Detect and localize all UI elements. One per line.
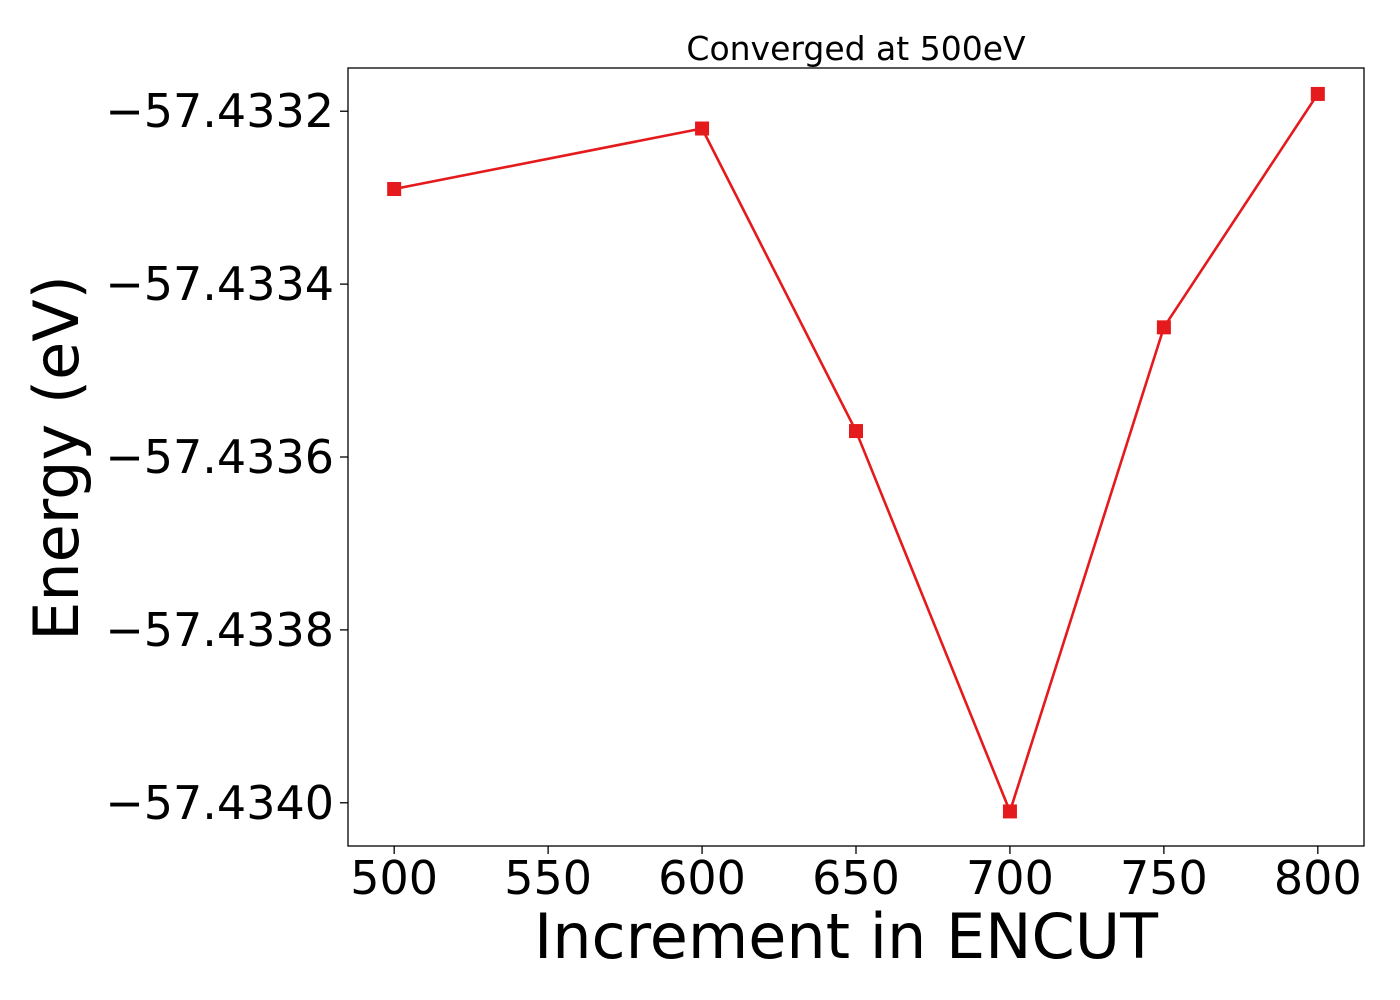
series-layer [387,86,1325,819]
x-tick-label: 600 [658,851,746,905]
series-line [393,93,1319,813]
data-point-marker [849,424,863,439]
x-tick-label: 800 [1274,851,1362,905]
data-point-marker [1156,320,1171,335]
y-tick-label: −57.4332 [105,84,334,138]
data-point-marker [387,182,402,197]
data-point-marker [1002,804,1017,819]
x-tick-label: 650 [812,851,900,905]
data-point-marker [695,121,710,136]
plot-area-frame [347,67,1365,847]
y-axis-label: Energy (eV) [20,275,93,641]
x-axis-label: Increment in ENCUT [534,900,1159,973]
y-tick-label: −57.4334 [105,257,334,311]
y-axis-ticks: −57.4332 −57.4334 −57.4336 −57.4338 −57.4340 [105,84,348,830]
x-axis-ticks: 500 550 600 650 700 750 800 [350,846,1362,905]
y-tick-label: −57.4338 [105,603,334,657]
data-point-marker [1310,86,1325,101]
y-tick-label: −57.4340 [105,776,334,830]
x-tick-label: 550 [504,851,592,905]
chart-title: Converged at 500eV [686,29,1026,68]
x-tick-label: 500 [350,851,438,905]
x-tick-label: 700 [966,851,1054,905]
x-tick-label: 750 [1120,851,1208,905]
y-tick-label: −57.4336 [105,430,334,484]
